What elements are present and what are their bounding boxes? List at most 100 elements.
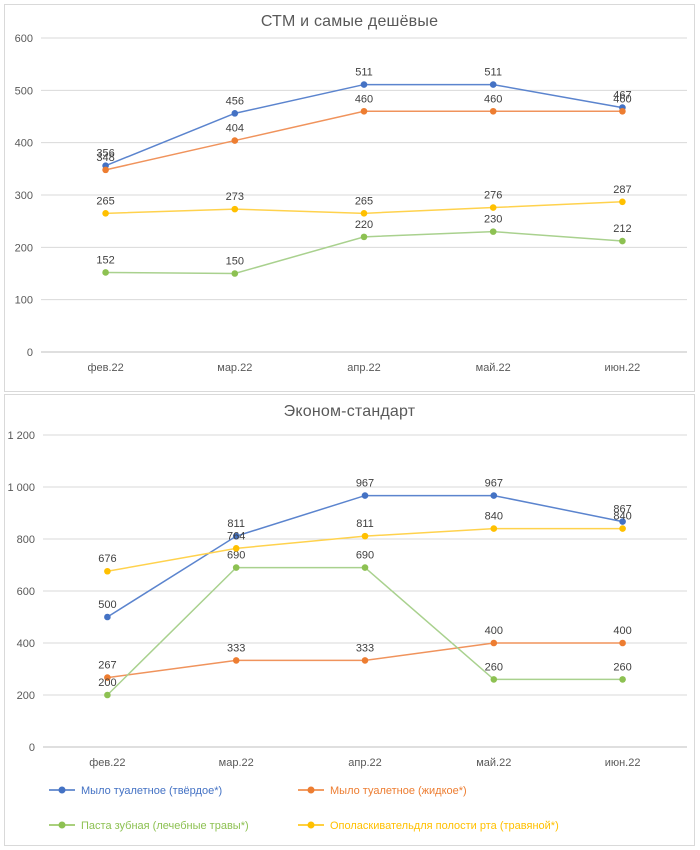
series-line — [105, 110, 623, 171]
data-label: 287 — [613, 184, 631, 196]
data-label: 690 — [227, 550, 245, 562]
line-chart-stm: 0 100 200 300 400 500 600 фев.22 мар.22 апр.22 май… — [15, 33, 687, 374]
x-axis-tick: мар.22 — [217, 362, 252, 374]
legend-item: Мыло туалетное (жидкое*) — [298, 785, 467, 797]
y-axis-tick: 200 — [17, 690, 35, 702]
x-axis-tick: фев.22 — [89, 757, 125, 769]
data-point — [360, 233, 368, 241]
data-label: 867 — [613, 504, 631, 516]
data-label: 511 — [484, 67, 502, 79]
data-point — [490, 639, 498, 647]
legend-marker-icon — [58, 786, 66, 794]
data-label: 400 — [613, 625, 631, 637]
data-label: 764 — [227, 530, 245, 542]
data-point — [361, 564, 369, 571]
data-point — [361, 492, 369, 499]
y-axis-tick: 300 — [15, 190, 33, 202]
chart-panel-econom: Эконом-стандарт 0 200 400 600 800 1 000 1 200 ф… — [4, 394, 695, 846]
legend-marker-icon — [307, 786, 315, 794]
series-line — [106, 566, 623, 696]
y-axis-tick: 1 200 — [7, 430, 35, 442]
data-label: 500 — [98, 599, 116, 611]
data-label: 333 — [356, 642, 374, 654]
data-label: 212 — [613, 223, 631, 235]
data-point — [489, 107, 497, 115]
data-point — [619, 639, 626, 647]
data-label: 265 — [96, 195, 114, 207]
legend-label: Мыло туалетное (жидкое*) — [330, 785, 467, 797]
legend-item: Ополаскивательдля полости рта (травяной*… — [298, 820, 559, 832]
data-point — [489, 204, 497, 211]
y-axis-tick: 400 — [17, 638, 35, 650]
data-label: 456 — [226, 95, 244, 107]
data-label: 273 — [226, 191, 244, 203]
data-label: 356 — [96, 148, 114, 160]
data-label: 150 — [226, 256, 244, 268]
data-label: 260 — [613, 661, 631, 673]
data-label: 811 — [356, 518, 374, 530]
data-label: 200 — [98, 677, 116, 689]
y-axis-tick: 500 — [15, 85, 33, 97]
data-label: 967 — [485, 478, 503, 490]
data-label: 840 — [613, 511, 631, 523]
data-point — [231, 270, 239, 277]
legend-marker-icon — [307, 821, 315, 829]
legend-label: Ополаскивательдля полости рта (травяной*… — [330, 820, 559, 832]
data-point — [104, 567, 111, 575]
data-label: 152 — [96, 254, 114, 266]
data-label: 404 — [226, 123, 244, 135]
data-point — [489, 81, 497, 88]
chart-panel-stm: СТМ и самые дешёвые 0 100 200 300 400 500 600 ф… — [4, 4, 695, 392]
data-label: 276 — [484, 190, 502, 202]
data-label: 840 — [485, 511, 503, 523]
x-axis-tick: июн.22 — [605, 362, 641, 374]
data-label: 690 — [356, 550, 374, 562]
legend-item: Паста зубная (лечебные травы*) — [49, 820, 249, 832]
y-axis-tick: 200 — [15, 242, 33, 254]
legend-label: Мыло туалетное (твёрдое*) — [81, 785, 222, 797]
data-point — [232, 564, 240, 571]
y-axis-tick: 100 — [15, 295, 33, 307]
data-point — [619, 676, 626, 683]
data-point — [232, 657, 240, 664]
data-label: 811 — [227, 518, 245, 530]
legend-marker-icon — [58, 821, 66, 829]
y-axis-tick: 800 — [17, 534, 35, 546]
y-axis-tick: 0 — [29, 742, 35, 754]
data-point — [360, 210, 368, 217]
data-point — [619, 198, 626, 206]
data-point — [361, 657, 369, 664]
data-point — [490, 492, 498, 499]
data-point — [102, 269, 109, 276]
data-label: 460 — [355, 93, 373, 105]
data-label: 265 — [355, 195, 373, 207]
data-point — [619, 107, 626, 115]
data-point — [361, 532, 369, 540]
data-point — [619, 518, 626, 525]
y-axis-tick: 0 — [27, 347, 33, 359]
data-label: 467 — [613, 90, 631, 102]
data-label: 460 — [613, 93, 631, 105]
x-axis-tick: апр.22 — [347, 362, 380, 374]
data-label: 967 — [356, 478, 374, 490]
data-label: 511 — [355, 67, 373, 79]
data-point — [104, 674, 111, 681]
data-label: 220 — [355, 219, 373, 231]
data-point — [232, 545, 240, 552]
y-axis-tick: 600 — [15, 33, 33, 45]
x-axis-tick: фев.22 — [87, 362, 123, 374]
data-label: 260 — [485, 661, 503, 673]
data-label: 676 — [98, 553, 116, 565]
data-point — [619, 237, 626, 245]
data-point — [231, 137, 239, 144]
data-point — [104, 613, 111, 621]
legend-label: Паста зубная (лечебные травы*) — [81, 820, 249, 832]
data-label: 267 — [98, 660, 116, 672]
data-point — [489, 228, 497, 235]
chart-title-stm: СТМ и самые дешёвые — [260, 13, 439, 30]
x-axis-tick: май.22 — [476, 757, 511, 769]
data-point — [360, 81, 368, 88]
data-point — [619, 525, 626, 532]
data-point — [104, 691, 111, 699]
